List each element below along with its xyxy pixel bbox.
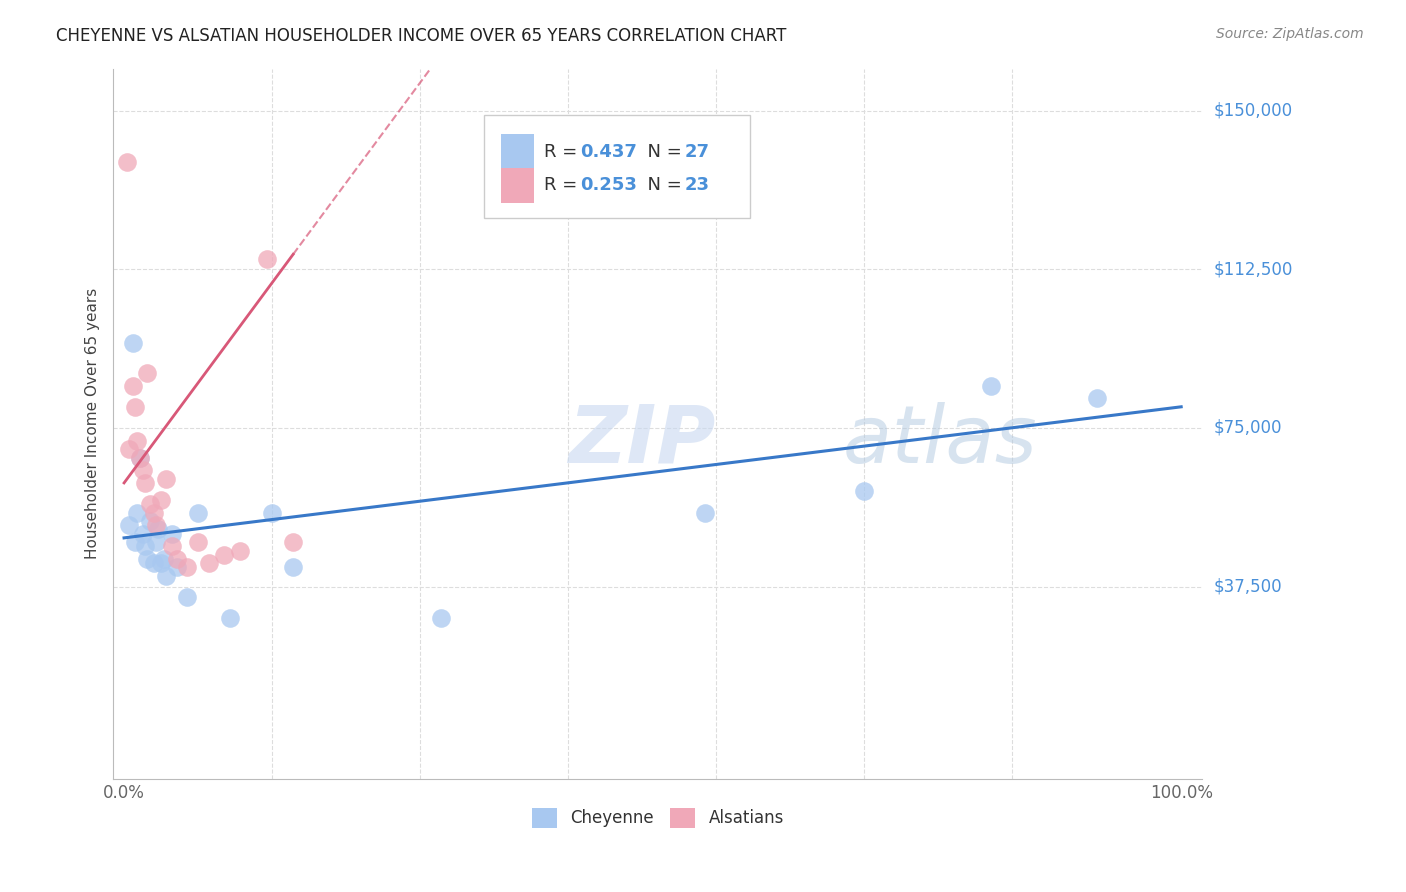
Point	[160, 526, 183, 541]
Point	[124, 535, 146, 549]
Point	[430, 611, 453, 625]
Point	[153, 552, 176, 566]
Text: Source: ZipAtlas.com: Source: ZipAtlas.com	[1216, 27, 1364, 41]
Point	[214, 548, 236, 562]
Point	[132, 463, 155, 477]
Point	[139, 497, 162, 511]
Point	[176, 590, 198, 604]
Point	[134, 539, 156, 553]
Point	[115, 154, 138, 169]
Point	[134, 475, 156, 490]
Point	[283, 560, 305, 574]
Text: 23: 23	[685, 177, 710, 194]
Point	[121, 336, 143, 351]
Point	[132, 526, 155, 541]
FancyBboxPatch shape	[484, 115, 751, 218]
Text: 27: 27	[685, 143, 710, 161]
Point	[125, 434, 148, 448]
Text: R =: R =	[544, 143, 582, 161]
Point	[150, 556, 173, 570]
Point	[118, 518, 141, 533]
Point	[129, 450, 152, 465]
Point	[142, 556, 165, 570]
Point	[695, 506, 717, 520]
Text: CHEYENNE VS ALSATIAN HOUSEHOLDER INCOME OVER 65 YEARS CORRELATION CHART: CHEYENNE VS ALSATIAN HOUSEHOLDER INCOME …	[56, 27, 786, 45]
Point	[166, 552, 188, 566]
Text: $75,000: $75,000	[1213, 419, 1282, 437]
Text: atlas: atlas	[842, 401, 1038, 480]
Point	[146, 523, 169, 537]
FancyBboxPatch shape	[501, 168, 534, 203]
Point	[125, 506, 148, 520]
Point	[124, 400, 146, 414]
Point	[145, 535, 167, 549]
Point	[166, 560, 188, 574]
Point	[139, 514, 162, 528]
Point	[160, 539, 183, 553]
Point	[187, 535, 209, 549]
Point	[853, 484, 876, 499]
Text: 0.253: 0.253	[581, 177, 637, 194]
FancyBboxPatch shape	[501, 134, 534, 169]
Point	[283, 535, 305, 549]
Text: N =: N =	[636, 177, 688, 194]
Point	[155, 569, 177, 583]
Point	[142, 506, 165, 520]
Text: ZIP: ZIP	[568, 401, 716, 480]
Point	[1085, 392, 1108, 406]
Point	[187, 506, 209, 520]
Point	[118, 442, 141, 456]
Point	[136, 366, 159, 380]
Point	[121, 378, 143, 392]
Point	[150, 492, 173, 507]
Legend: Cheyenne, Alsatians: Cheyenne, Alsatians	[524, 801, 790, 835]
Point	[129, 450, 152, 465]
Y-axis label: Householder Income Over 65 years: Householder Income Over 65 years	[86, 288, 100, 559]
Point	[229, 543, 252, 558]
Text: $112,500: $112,500	[1213, 260, 1292, 278]
Point	[260, 506, 283, 520]
Text: $150,000: $150,000	[1213, 102, 1292, 120]
Point	[218, 611, 240, 625]
Point	[256, 252, 278, 266]
Point	[145, 518, 167, 533]
Point	[155, 472, 177, 486]
Text: $37,500: $37,500	[1213, 577, 1282, 596]
Text: R =: R =	[544, 177, 582, 194]
Point	[136, 552, 159, 566]
Point	[197, 556, 219, 570]
Point	[176, 560, 198, 574]
Text: N =: N =	[636, 143, 688, 161]
Text: 0.437: 0.437	[581, 143, 637, 161]
Point	[980, 378, 1002, 392]
